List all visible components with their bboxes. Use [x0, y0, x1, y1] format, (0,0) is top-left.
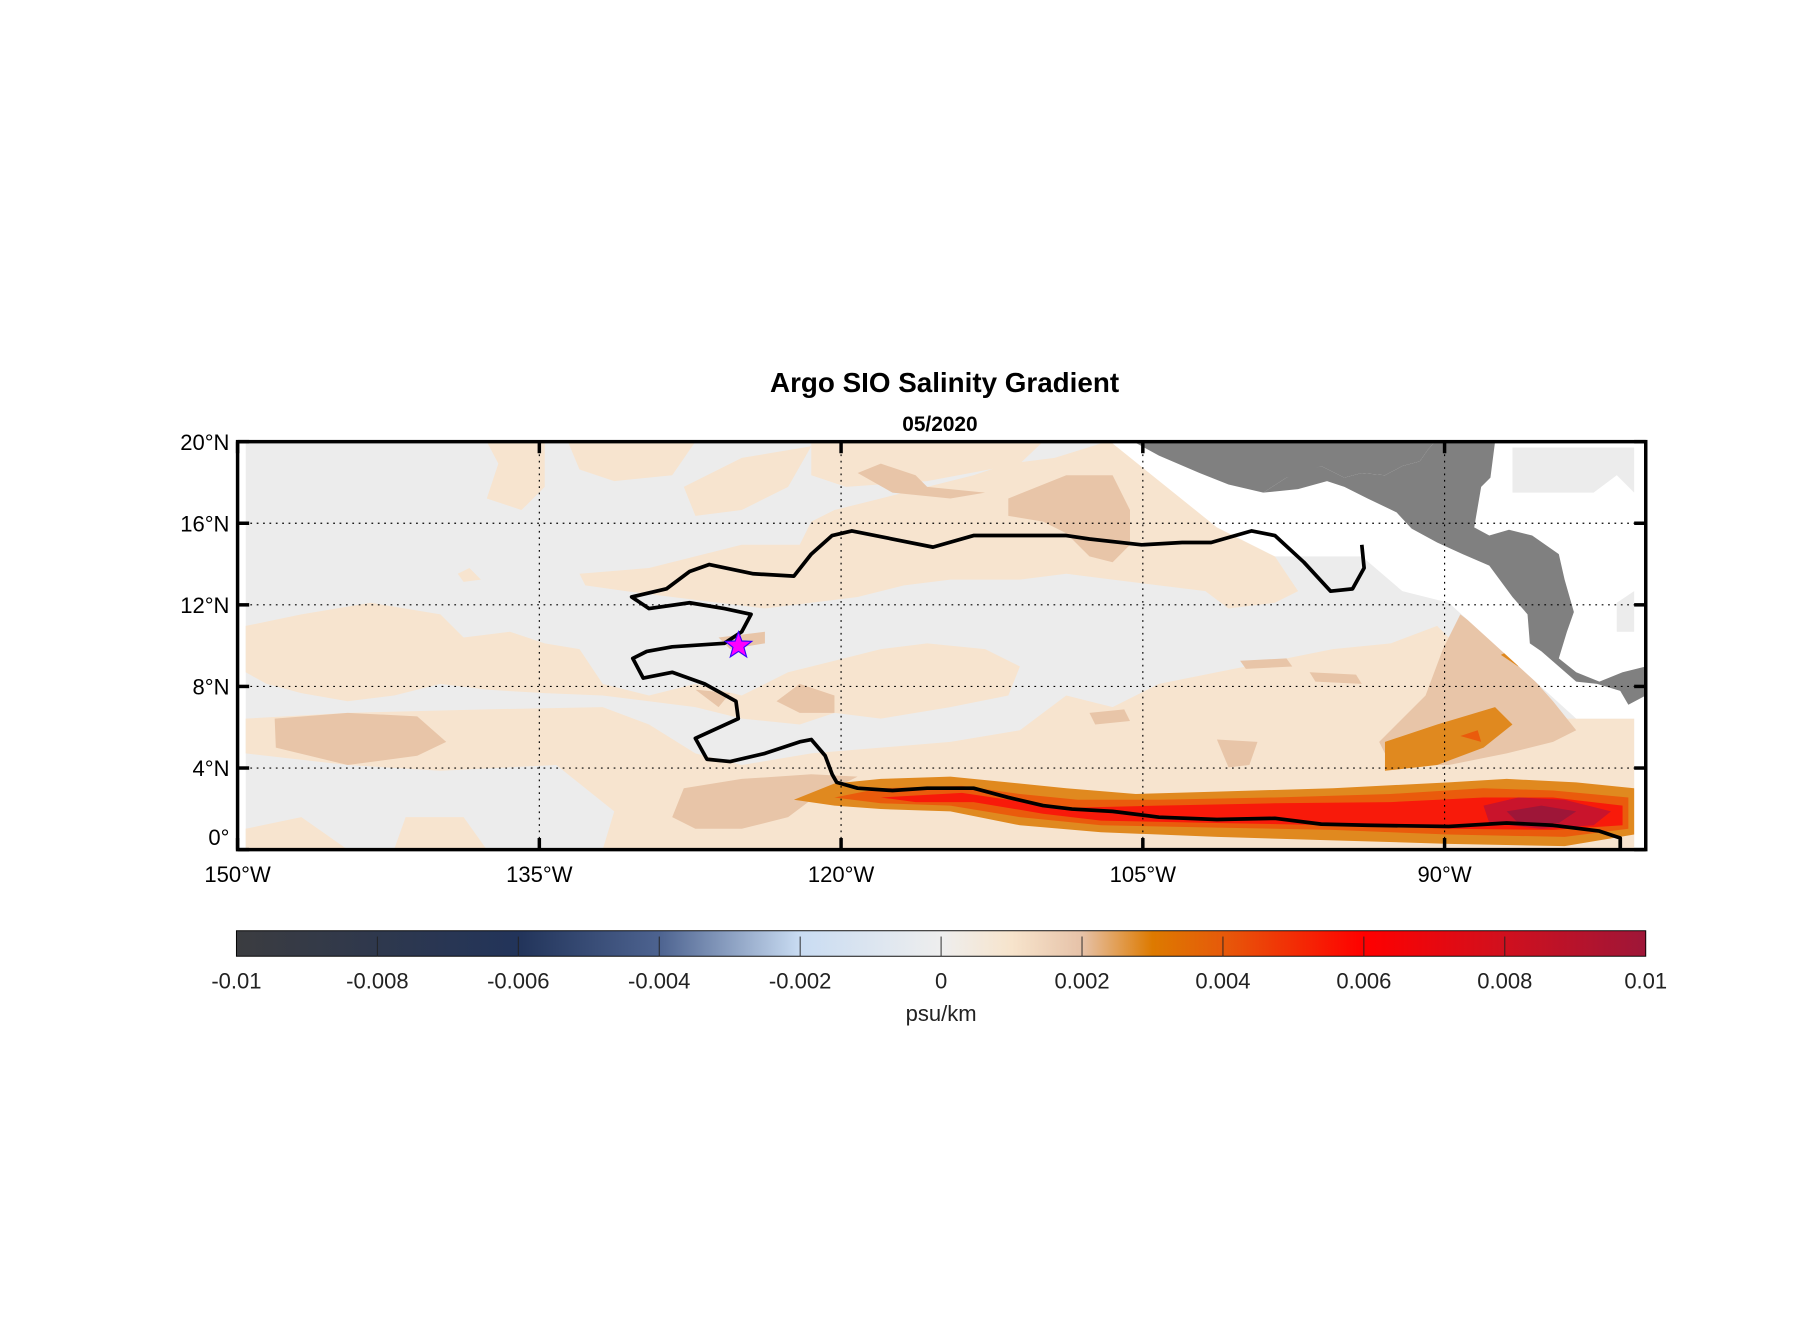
map-frame: [235, 439, 1648, 852]
colorbar-tick-label: 0.008: [1477, 969, 1532, 994]
contour-level-0.009: [1506, 805, 1577, 823]
colorbar-tick-label: 0.01: [1624, 969, 1667, 994]
x-tick-label: 90°W: [1418, 862, 1472, 887]
colorbar-label: psu/km: [906, 1001, 977, 1026]
right-edge-data-patch: [1616, 591, 1635, 632]
colorbar-tick-label: -0.006: [487, 969, 549, 994]
x-tick-label: 120°W: [808, 862, 875, 887]
gridlines: [237, 441, 1646, 850]
colorbar-ticks: -0.01 -0.008 -0.006 -0.004 -0.002 0 0.002 0.004…: [211, 936, 1667, 994]
land-central-america: [1133, 441, 1435, 493]
y-tick-label: 20°N: [180, 430, 229, 455]
colorbar-tick-label: 0: [935, 969, 947, 994]
x-tick-label: 150°W: [204, 862, 271, 887]
map-area: [237, 441, 1646, 850]
y-tick-label: 8°N: [193, 675, 230, 700]
contour-line: [629, 529, 1623, 850]
colorbar-tick-label: 0.002: [1054, 969, 1109, 994]
top-right-data-patch: [1512, 447, 1635, 493]
colorbar: -0.01 -0.008 -0.006 -0.004 -0.002 0 0.002 0.004…: [211, 930, 1667, 1026]
colorbar-tick-label: -0.002: [769, 969, 831, 994]
land-central-america-south: [1263, 441, 1646, 705]
colorbar-tick-label: -0.01: [211, 969, 261, 994]
y-tick-label: 12°N: [180, 593, 229, 618]
colorbar-tick-label: 0.004: [1195, 969, 1250, 994]
colorbar-tick-label: -0.008: [346, 969, 408, 994]
x-tick-label: 135°W: [506, 862, 573, 887]
chart-title: Argo SIO Salinity Gradient: [770, 367, 1119, 398]
land-free-white-area: [1110, 441, 1646, 719]
axes: 150°W 135°W 120°W 105°W 90°W 0° 4°N 8°N 12°N 16°N…: [180, 430, 1646, 887]
star-marker-icon: [723, 630, 754, 659]
contour-level-0.006: [880, 792, 1623, 830]
colorbar-tick-label: 0.006: [1336, 969, 1391, 994]
y-tick-label: 16°N: [180, 511, 229, 536]
chart-subtitle: 05/2020: [902, 413, 977, 436]
y-tick-label: 4°N: [193, 756, 230, 781]
colorbar-tick-label: -0.004: [628, 969, 690, 994]
y-tick-label: 0°: [208, 825, 229, 850]
x-tick-label: 105°W: [1110, 862, 1177, 887]
